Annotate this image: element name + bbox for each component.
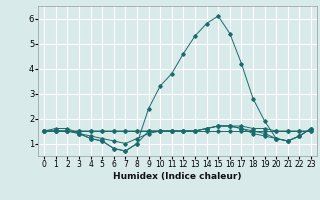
X-axis label: Humidex (Indice chaleur): Humidex (Indice chaleur) bbox=[113, 172, 242, 181]
